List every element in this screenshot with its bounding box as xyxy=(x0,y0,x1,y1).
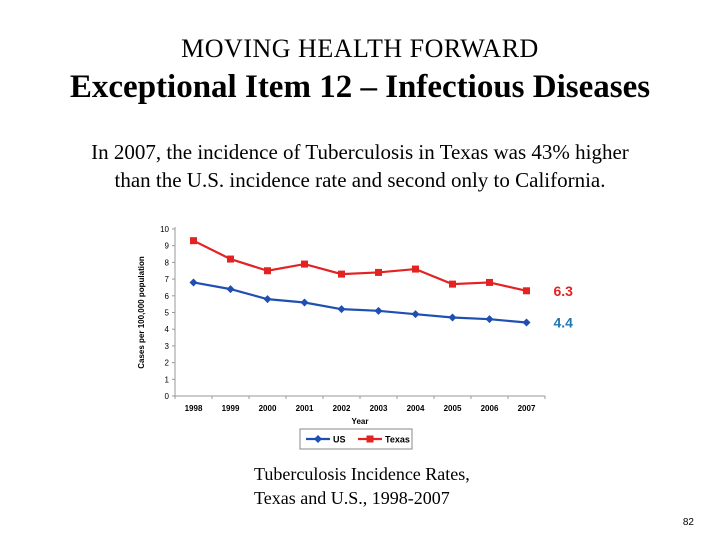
title-block: MOVING HEALTH FORWARD Exceptional Item 1… xyxy=(0,32,720,108)
y-tick-label: 7 xyxy=(165,275,170,284)
data-point-texas xyxy=(301,260,308,268)
data-point-texas xyxy=(523,287,530,295)
page-number: 82 xyxy=(682,517,694,528)
data-point-us xyxy=(263,295,272,304)
summary-line-1: In 2007, the incidence of Tuberculosis i… xyxy=(91,140,629,164)
data-point-us xyxy=(300,298,309,307)
caption-line-1: Tuberculosis Incidence Rates, xyxy=(254,464,470,484)
x-tick-label: 2000 xyxy=(259,404,277,413)
x-tick-label: 2002 xyxy=(333,404,351,413)
chart-caption: Tuberculosis Incidence Rates, Texas and … xyxy=(254,462,470,510)
data-point-us xyxy=(522,318,531,327)
y-tick-label: 9 xyxy=(165,242,170,251)
y-tick-label: 5 xyxy=(165,309,170,318)
legend-label-texas: Texas xyxy=(385,435,410,445)
y-tick-label: 2 xyxy=(165,359,170,368)
x-tick-label: 2004 xyxy=(407,404,425,413)
value-annotation-texas: 6.3 xyxy=(554,283,574,299)
x-tick-label: 2001 xyxy=(296,404,314,413)
value-annotation-us: 4.4 xyxy=(554,315,574,331)
y-tick-label: 0 xyxy=(165,392,170,401)
data-point-texas xyxy=(375,268,382,276)
data-point-texas xyxy=(449,280,456,288)
x-tick-label: 1999 xyxy=(222,404,240,413)
legend-marker-us xyxy=(314,435,322,443)
y-tick-label: 1 xyxy=(165,375,170,384)
data-point-us xyxy=(485,315,494,324)
data-point-texas xyxy=(486,278,493,286)
slide-title: Exceptional Item 12 – Infectious Disease… xyxy=(69,69,651,105)
legend-marker-texas xyxy=(366,435,374,443)
y-axis-title: Cases per 100,000 population xyxy=(137,256,146,369)
tb-incidence-chart: 0 1 2 3 4 5 6 7 8 9 10 1998 1999 2000 2001 2002 2003 2004… xyxy=(137,225,574,450)
legend-box xyxy=(299,428,413,450)
x-tick-label: 2003 xyxy=(370,404,388,413)
y-tick-label: 6 xyxy=(165,292,170,301)
y-tick-label: 4 xyxy=(165,325,170,334)
data-point-texas xyxy=(264,267,271,275)
x-tick-label: 2005 xyxy=(444,404,462,413)
summary-line-2: than the U.S. incidence rate and second … xyxy=(114,168,606,192)
x-tick-label: 1998 xyxy=(185,404,203,413)
y-tick-label: 8 xyxy=(165,258,170,267)
y-tick-label: 3 xyxy=(165,342,170,351)
caption-line-2: Texas and U.S., 1998-2007 xyxy=(254,488,450,508)
series-line-us xyxy=(193,281,527,324)
summary-text: In 2007, the incidence of Tuberculosis i… xyxy=(30,138,690,194)
x-tick-label: 2006 xyxy=(481,404,499,413)
data-point-us xyxy=(226,285,235,294)
x-axis-title: Year xyxy=(352,417,369,426)
series-line-texas xyxy=(193,239,527,292)
data-point-texas xyxy=(227,255,234,263)
x-tick-label: 2007 xyxy=(518,404,536,413)
data-point-us xyxy=(374,306,383,315)
data-point-us xyxy=(448,313,457,322)
data-point-texas xyxy=(338,270,345,278)
data-point-us xyxy=(411,310,420,319)
slide-supertitle: MOVING HEALTH FORWARD xyxy=(181,34,539,63)
data-point-texas xyxy=(190,237,197,245)
data-point-us xyxy=(189,278,198,287)
data-point-us xyxy=(337,305,346,314)
y-tick-label: 10 xyxy=(160,225,169,234)
data-point-texas xyxy=(412,265,419,273)
legend-label-us: US xyxy=(333,435,346,445)
